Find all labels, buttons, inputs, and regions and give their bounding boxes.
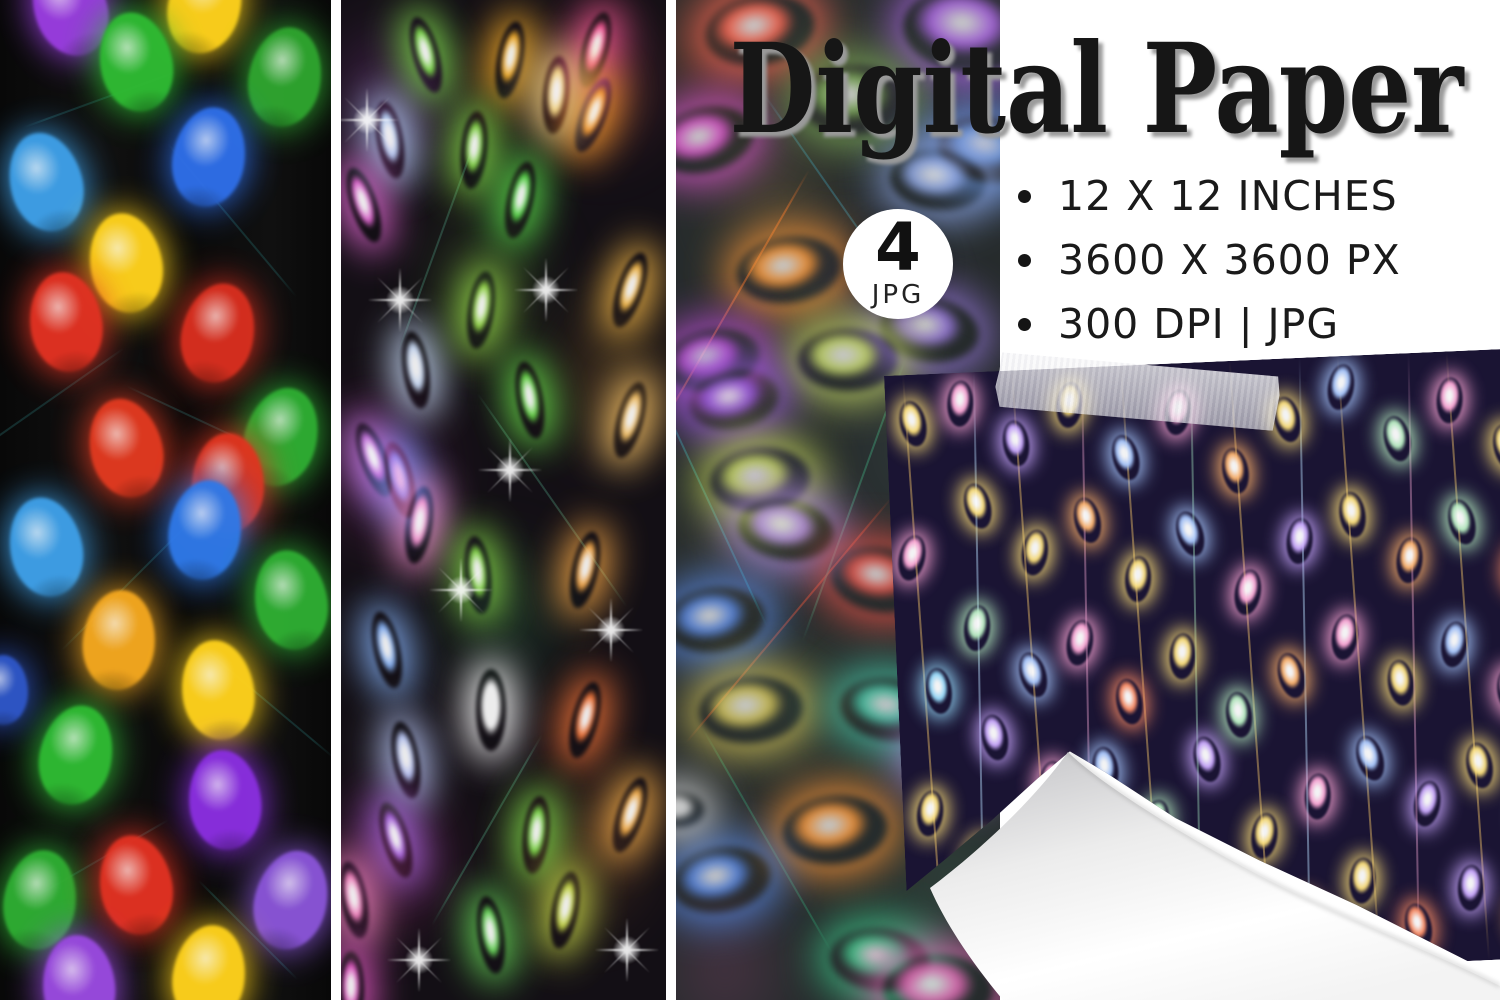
light-bulb	[1231, 567, 1264, 617]
light-bulb	[0, 124, 95, 240]
sparkle-icon	[429, 558, 494, 622]
sparkle-icon	[341, 88, 399, 152]
light-bulb	[1123, 555, 1152, 603]
sparkle-icon	[578, 598, 643, 662]
light-bulb	[184, 746, 267, 854]
light-bulb	[78, 587, 160, 693]
light-bulb	[799, 65, 910, 135]
light-bulb	[172, 276, 265, 390]
light-bulb	[1337, 490, 1370, 539]
light-bulb	[157, 0, 253, 62]
light-bulb	[1394, 537, 1424, 585]
pattern-preview-3	[676, 0, 1000, 1000]
light-bulb	[676, 793, 705, 827]
light-bulb	[1494, 666, 1500, 715]
file-format: JPG	[871, 279, 925, 310]
light-bulb	[1070, 494, 1105, 545]
pattern-preview-2	[341, 0, 666, 1000]
light-bulb	[1438, 620, 1470, 669]
light-bulb	[1171, 508, 1210, 560]
light-bulb	[1304, 773, 1332, 820]
light-bulb	[1189, 734, 1224, 785]
light-bulb	[1249, 811, 1281, 860]
light-bulb	[1107, 432, 1144, 483]
light-bulb	[1063, 617, 1096, 667]
light-bulb	[978, 713, 1012, 763]
light-bulb	[0, 655, 29, 725]
light-bulb	[960, 481, 997, 532]
light-bulb	[247, 544, 331, 656]
spec-size: 12 X 12 INCHES	[1058, 172, 1398, 220]
light-bulb	[923, 667, 955, 716]
light-bulb	[240, 21, 329, 133]
spec-pixels: 3600 X 3600 PX	[1058, 236, 1401, 284]
file-count-badge: 4 JPG	[843, 209, 953, 319]
light-bulb	[1444, 496, 1481, 547]
light-bulb	[175, 635, 262, 745]
light-bulb	[1324, 362, 1357, 412]
light-bulb	[1014, 649, 1052, 700]
light-bulb	[962, 604, 992, 652]
sparkle-icon	[513, 258, 578, 322]
light-bulb	[475, 669, 506, 751]
sparkle-icon	[478, 438, 542, 502]
file-count: 4	[875, 209, 921, 287]
light-bulb	[946, 380, 974, 427]
light-bulb	[896, 398, 931, 449]
spec-list: 12 X 12 INCHES 3600 X 3600 PX 300 DPI | …	[1018, 164, 1401, 356]
sparkle-icon	[387, 928, 451, 992]
pattern-preview-1	[0, 0, 331, 1000]
light-bulb	[341, 951, 364, 1000]
light-bulb	[914, 789, 946, 838]
light-bulb	[1348, 856, 1377, 904]
light-bulb	[1489, 421, 1500, 472]
light-bulb	[91, 829, 180, 941]
bullet-icon	[1018, 189, 1031, 203]
bullet-icon	[1018, 317, 1031, 331]
light-bulb	[1223, 690, 1255, 739]
light-bulb	[797, 329, 898, 391]
sparkle-icon	[367, 268, 432, 332]
light-bulb	[1351, 732, 1389, 783]
light-bulb	[165, 920, 252, 1000]
light-bulb	[78, 390, 173, 506]
light-bulb	[1436, 376, 1465, 424]
light-bulb	[1168, 633, 1196, 680]
light-bulb	[1284, 517, 1314, 565]
spec-row: 300 DPI | JPG	[1018, 292, 1401, 356]
light-bulb	[30, 698, 122, 812]
light-bulb	[1000, 419, 1033, 468]
light-bulb	[1463, 740, 1497, 790]
bullet-icon	[1018, 253, 1031, 267]
light-bulb	[0, 490, 92, 604]
light-bulb	[164, 101, 253, 213]
spec-row: 12 X 12 INCHES	[1018, 164, 1401, 228]
light-bulb	[895, 533, 930, 584]
spec-row: 3600 X 3600 PX	[1018, 228, 1401, 292]
spec-dpi-format: 300 DPI | JPG	[1058, 300, 1340, 348]
light-bulb	[1218, 446, 1252, 496]
sparkle-icon	[595, 918, 659, 982]
page-title: Digital Paper	[729, 17, 1464, 162]
